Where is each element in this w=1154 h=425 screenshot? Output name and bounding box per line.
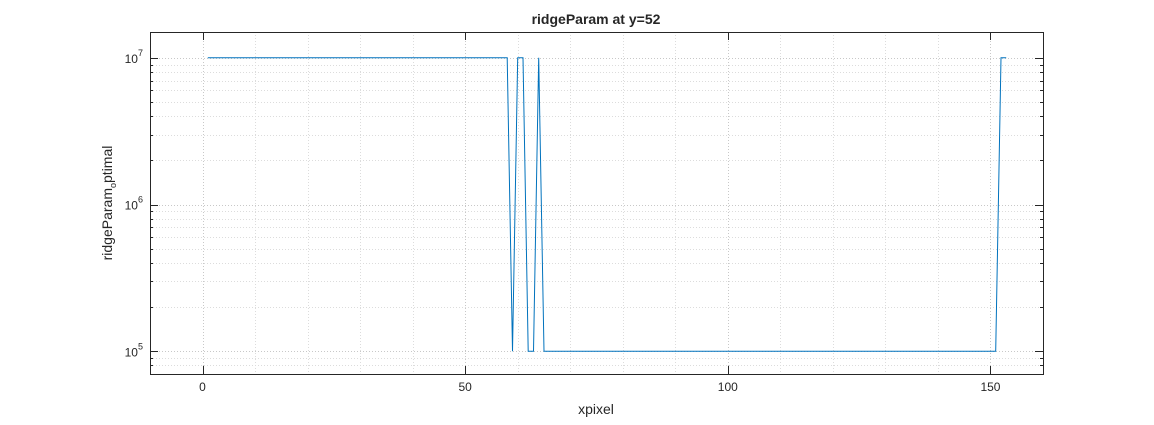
tick-marks (150, 32, 1043, 375)
y-tick-base: 10 (125, 345, 139, 359)
series-layer (207, 57, 1007, 352)
chart-title: ridgeParam at y=52 (532, 11, 661, 27)
x-tick-label: 100 (718, 380, 738, 394)
y-tick-exponent: 7 (138, 48, 143, 58)
x-tick-label: 150 (980, 380, 1000, 394)
plot-area-frame (150, 32, 1044, 375)
y-axis-label-rest: ptimal (99, 146, 115, 183)
y-tick-exponent: 5 (138, 341, 143, 351)
plot-area-background (150, 32, 1043, 374)
x-tick-label: 50 (458, 380, 472, 394)
y-axis-label-main: ridgeParam (99, 188, 115, 260)
x-axis-label: xpixel (578, 401, 614, 417)
x-tick-labels: 0 50 100 150 (199, 380, 1001, 394)
y-axis-label-subscript: o (108, 183, 118, 188)
x-tick-label: 0 (199, 380, 206, 394)
y-tick-base: 10 (125, 52, 139, 66)
y-tick-label: 107 (125, 48, 143, 66)
y-tick-exponent: 6 (138, 195, 143, 205)
series-line (207, 57, 1007, 352)
y-tick-base: 10 (125, 199, 139, 213)
y-tick-label: 105 (125, 341, 143, 359)
y-tick-label: 106 (125, 195, 143, 213)
y-axis-label: ridgeParamoptimal (99, 146, 118, 261)
